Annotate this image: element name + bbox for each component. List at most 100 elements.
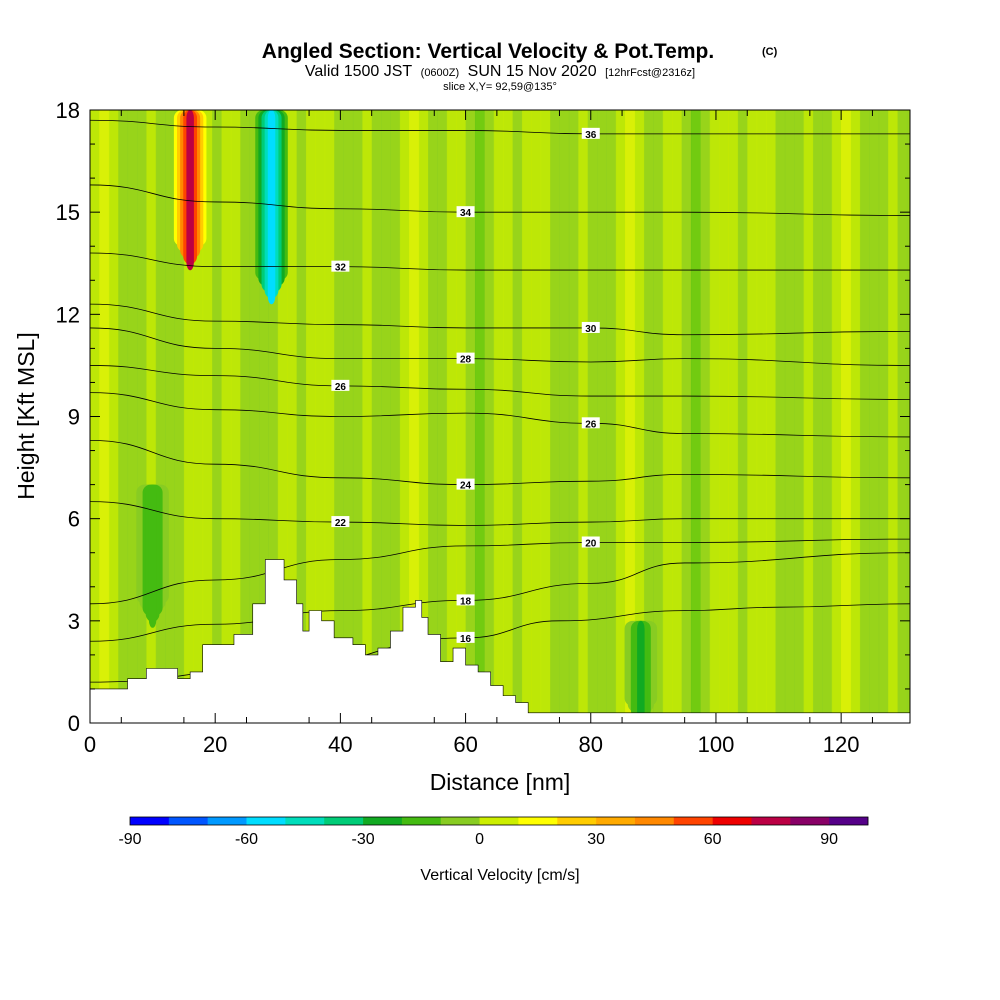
contour-label-bg <box>581 321 600 333</box>
colorbar-swatch <box>130 817 170 825</box>
x-axis-label: Distance [nm] <box>430 769 571 795</box>
velocity-strip <box>108 110 119 723</box>
terrain-mask <box>90 559 910 723</box>
velocity-strip <box>287 110 298 723</box>
contour-label: 30 <box>585 324 597 335</box>
velocity-strip <box>155 110 166 723</box>
velocity-strip <box>503 110 514 723</box>
velocity-strip <box>474 110 485 723</box>
velocity-strip <box>606 110 617 723</box>
velocity-strip <box>888 110 898 723</box>
colorbar-tick-label: 0 <box>475 831 484 848</box>
velocity-strip <box>822 110 833 723</box>
velocity-strip <box>484 110 495 723</box>
x-tick-label: 20 <box>203 732 227 757</box>
chart-title: Angled Section: Vertical Velocity & Pot.… <box>262 40 714 63</box>
velocity-strip <box>662 110 673 723</box>
contour-label: 18 <box>460 596 472 607</box>
colorbar-tick-label: -30 <box>351 831 374 848</box>
y-tick-label: 0 <box>68 711 80 736</box>
velocity-strip <box>202 110 213 723</box>
plot-area: 16 18 20 22 24 26 26 28 30 32 34 36 <box>90 110 910 723</box>
velocity-strip <box>277 110 288 723</box>
theta-contour-line <box>90 303 910 336</box>
contour-label: 34 <box>460 208 472 219</box>
velocity-strip <box>794 110 805 723</box>
velocity-strip <box>371 110 382 723</box>
velocity-strip <box>240 110 251 723</box>
velocity-strip <box>643 110 654 723</box>
colorbar-swatch <box>712 817 752 825</box>
velocity-strip <box>690 110 701 723</box>
velocity-strip <box>634 110 645 723</box>
velocity-strip <box>212 110 222 723</box>
theta-contour-line <box>90 252 910 271</box>
velocity-strip <box>597 110 607 723</box>
contour-label-bg <box>456 206 475 218</box>
colorbar-swatch <box>557 817 597 825</box>
velocity-strip <box>766 110 776 723</box>
velocity-strip <box>784 110 795 723</box>
colorbar-swatch <box>207 817 247 825</box>
x-tick-label: 100 <box>698 732 735 757</box>
velocity-strip <box>728 110 739 723</box>
colorbar-swatch <box>479 817 519 825</box>
contour-label: 26 <box>585 419 597 430</box>
velocity-strip <box>578 110 589 723</box>
contour-label-bg <box>581 536 600 548</box>
velocity-strip <box>587 110 598 723</box>
velocity-strip <box>174 110 185 723</box>
velocity-strip <box>831 110 842 723</box>
colorbar-swatch <box>634 817 675 825</box>
velocity-strip <box>268 110 279 723</box>
velocity-strip <box>540 110 551 723</box>
velocity-strip <box>653 110 664 723</box>
subtitle-date: SUN 15 Nov 2020 <box>468 63 597 80</box>
y-tick-label: 9 <box>68 405 80 430</box>
colorbar-tick-label: -60 <box>235 831 258 848</box>
chart-subtitle: Valid 1500 JST (0600Z) SUN 15 Nov 2020 [… <box>305 63 695 80</box>
subtitle-valid: Valid 1500 JST <box>305 63 413 80</box>
velocity-strip <box>550 110 560 723</box>
velocity-strip <box>531 110 542 723</box>
contour-label-bg <box>581 417 600 429</box>
velocity-strip <box>390 110 401 723</box>
contour-label-bg <box>581 127 600 139</box>
contour-label: 20 <box>585 539 597 550</box>
velocity-strip <box>672 110 683 723</box>
colorbar-swatch <box>401 817 442 825</box>
velocity-strip <box>812 110 823 723</box>
velocity-strip <box>756 110 767 723</box>
theta-contour-line <box>90 392 910 438</box>
colorbar-swatch <box>829 817 869 825</box>
x-tick-label: 120 <box>823 732 860 757</box>
velocity-strip <box>409 110 420 723</box>
colorbar-tick-label: -90 <box>118 831 141 848</box>
velocity-strip <box>437 110 448 723</box>
velocity-strip <box>568 110 579 723</box>
contour-label-bg <box>456 478 475 490</box>
velocity-strip <box>249 110 260 723</box>
velocity-strip <box>446 110 457 723</box>
theta-contour-line <box>90 365 910 400</box>
velocity-strip <box>230 110 241 723</box>
velocity-strip <box>709 110 720 723</box>
velocity-strip <box>719 110 729 723</box>
contour-label: 32 <box>335 263 347 274</box>
y-tick-label: 6 <box>68 507 80 532</box>
theta-contour-line <box>90 501 910 526</box>
colorbar-swatch <box>673 817 713 825</box>
velocity-strip <box>296 110 307 723</box>
colorbar-swatch <box>246 817 286 825</box>
x-tick-label: 40 <box>328 732 352 757</box>
velocity-strip <box>127 110 138 723</box>
contour-label: 36 <box>585 130 597 141</box>
velocity-strip <box>841 110 852 723</box>
velocity-strip <box>183 110 194 723</box>
contour-label: 24 <box>460 481 472 492</box>
colorbar-swatch <box>790 817 830 825</box>
y-tick-label: 12 <box>56 302 80 327</box>
x-tick-label: 0 <box>84 732 96 757</box>
